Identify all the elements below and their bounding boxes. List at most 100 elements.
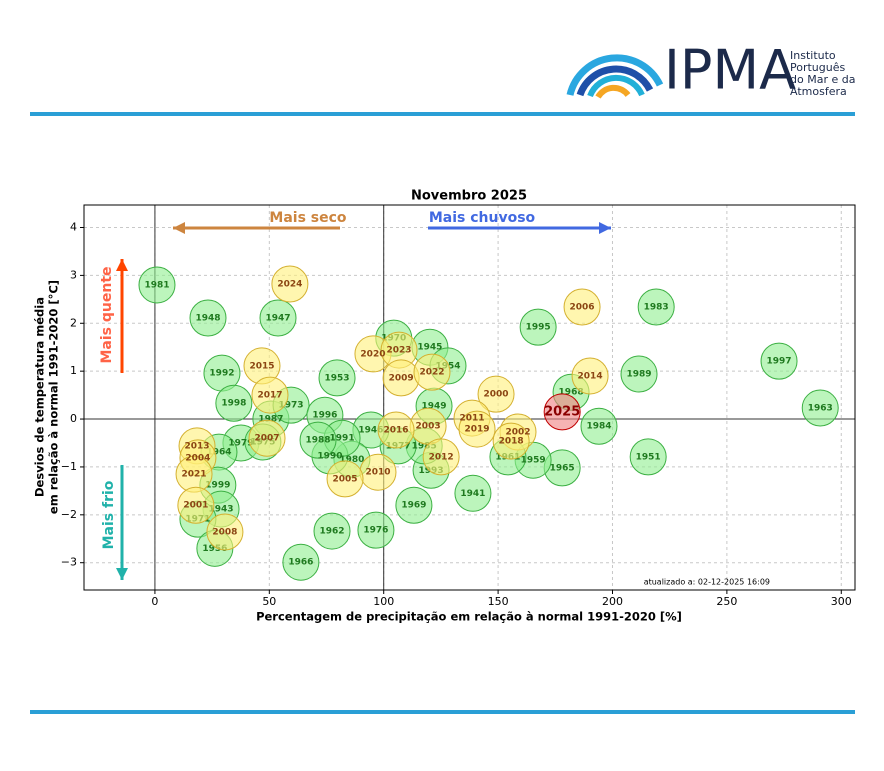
x-tick-label: 300	[831, 595, 852, 608]
plot-frame	[83, 204, 856, 591]
bubble-label: 1956	[202, 544, 227, 554]
bubble-label: 1966	[288, 558, 313, 568]
institute-line: Atmosfera	[790, 85, 847, 98]
bubble-label: 2014	[578, 371, 603, 381]
bubble-label: 2024	[277, 280, 302, 290]
bubble-label: 2011	[459, 414, 484, 424]
bubble-label: 1983	[644, 302, 669, 312]
bubble-label: 1992	[209, 369, 234, 379]
bubble-label: 2010	[365, 468, 390, 478]
institute-line: Português	[790, 61, 846, 74]
x-tick-label: 100	[373, 595, 394, 608]
bubble-label: 2015	[249, 361, 274, 371]
bubble-label: 1995	[526, 323, 551, 333]
bubble	[271, 265, 309, 303]
warm-arrow-head	[116, 259, 128, 271]
bubble	[477, 375, 515, 413]
bubble-label: 2016	[384, 426, 409, 436]
bubble-label: 1943	[209, 505, 234, 515]
x-axis-label: Percentagem de precipitação em relação à…	[256, 610, 682, 624]
bubble-label: 1997	[767, 357, 792, 367]
bubble-label: 1999	[205, 481, 230, 491]
bubble	[251, 376, 289, 414]
bubble	[801, 389, 839, 427]
bubble	[215, 384, 253, 422]
bubble	[563, 288, 601, 326]
bubble-label: 2002	[505, 427, 530, 437]
bubble-label: 1953	[325, 373, 350, 383]
bubble-label: 2007	[254, 434, 279, 444]
bubble	[299, 421, 337, 459]
bubble-label: 1951	[636, 452, 661, 462]
y-tick-label: 3	[70, 268, 77, 281]
bubble-label: 2005	[333, 474, 358, 484]
institute-line: Instituto	[790, 49, 836, 62]
bubble-label: 1980	[339, 455, 364, 465]
bubble-label: 1947	[265, 314, 290, 324]
bubble-label: 1946	[358, 426, 383, 436]
bubble	[177, 486, 215, 524]
chart-title: Novembro 2025	[411, 189, 527, 204]
bubble	[492, 422, 530, 460]
bubble	[620, 355, 658, 393]
bubble-label: 2006	[570, 302, 595, 312]
dry-arrow-head	[173, 222, 185, 234]
annotation: Mais quente	[99, 266, 115, 363]
bubble-label: 1941	[460, 489, 485, 499]
bubble-label: 1989	[626, 370, 651, 380]
bubble-label: 1948	[195, 314, 220, 324]
bubble-label: 1988	[306, 436, 331, 446]
y-tick-label: 2	[70, 316, 77, 329]
bubble-label: 2013	[184, 441, 209, 451]
y-tick-label: −1	[61, 460, 77, 473]
bubble	[629, 438, 667, 476]
bubble-label: 1965	[550, 463, 575, 473]
bubble-label: 2020	[360, 349, 385, 359]
bubble-label: 2017	[257, 391, 282, 401]
y-axis-label: em relação à normal 1991-2020 [°C]	[47, 280, 61, 514]
x-tick-label: 250	[716, 595, 737, 608]
bubble-label: 1998	[221, 399, 246, 409]
bubble-label: 1964	[206, 448, 231, 458]
bubble-label: 2009	[389, 373, 414, 383]
logo: IPMA Instituto Português do Mar e da Atm…	[566, 39, 855, 102]
bubble-label: 2004	[185, 453, 210, 463]
update-note: atualizado a: 02-12-2025 16:09	[644, 578, 770, 587]
y-axis-label: Desvios de temperatura média	[33, 297, 47, 497]
bubble	[454, 474, 492, 512]
bubble-label: 1949	[422, 402, 447, 412]
y-tick-label: −3	[61, 556, 77, 569]
bubble	[326, 460, 364, 498]
annotation: Mais chuvoso	[429, 210, 536, 226]
logo-text: IPMA	[664, 39, 796, 102]
x-tick-label: 0	[151, 595, 158, 608]
bubble	[760, 342, 798, 380]
bubble	[248, 419, 286, 457]
bubble	[413, 353, 451, 391]
y-tick-label: 4	[70, 221, 77, 234]
bubble-label: 1991	[330, 434, 355, 444]
bubble-label: 1985	[412, 441, 437, 451]
bubble	[395, 486, 433, 524]
bubble	[138, 266, 176, 304]
bubble	[543, 393, 581, 431]
annotation: Mais frio	[101, 480, 117, 549]
bubble-label: 1984	[586, 422, 611, 432]
bubble-label: 1963	[808, 404, 833, 414]
x-tick-label: 50	[262, 595, 276, 608]
header-rule	[30, 112, 855, 116]
bubble-label: 1945	[417, 343, 442, 353]
bubble	[206, 513, 244, 551]
bubble-label: 1987	[258, 415, 283, 425]
bubble	[282, 543, 320, 581]
bubble-label: 2000	[484, 390, 509, 400]
bubble-label: 1996	[312, 411, 337, 421]
bubble-label: 1981	[144, 280, 169, 290]
bubble-label: 2012	[429, 452, 454, 462]
bubble-label: 2021	[182, 470, 207, 480]
x-tick-label: 200	[602, 595, 623, 608]
bubble-label: 2019	[465, 425, 490, 435]
bubble-label: 1959	[521, 456, 546, 466]
bubble-label: 2022	[419, 368, 444, 378]
